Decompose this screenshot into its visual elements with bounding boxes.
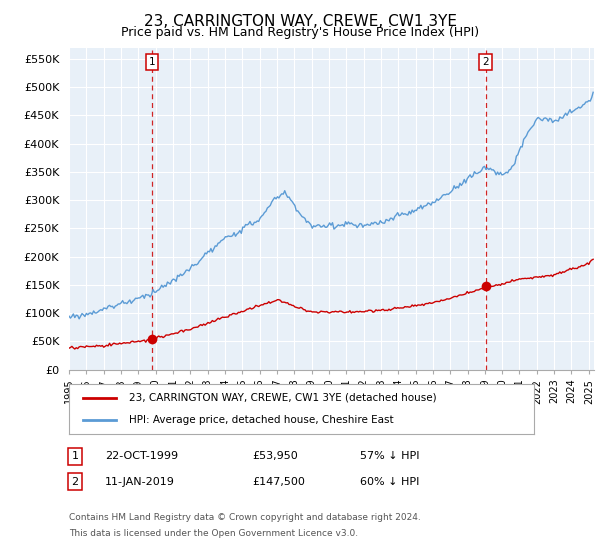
Text: £147,500: £147,500	[252, 477, 305, 487]
Text: HPI: Average price, detached house, Cheshire East: HPI: Average price, detached house, Ches…	[130, 415, 394, 425]
Text: 1: 1	[71, 451, 79, 461]
Text: 22-OCT-1999: 22-OCT-1999	[105, 451, 178, 461]
Text: 60% ↓ HPI: 60% ↓ HPI	[360, 477, 419, 487]
Text: Contains HM Land Registry data © Crown copyright and database right 2024.: Contains HM Land Registry data © Crown c…	[69, 514, 421, 522]
Text: 2: 2	[71, 477, 79, 487]
Text: 23, CARRINGTON WAY, CREWE, CW1 3YE (detached house): 23, CARRINGTON WAY, CREWE, CW1 3YE (deta…	[130, 393, 437, 403]
Text: This data is licensed under the Open Government Licence v3.0.: This data is licensed under the Open Gov…	[69, 529, 358, 538]
Text: £53,950: £53,950	[252, 451, 298, 461]
Text: 1: 1	[149, 57, 155, 67]
Text: Price paid vs. HM Land Registry's House Price Index (HPI): Price paid vs. HM Land Registry's House …	[121, 26, 479, 39]
Text: 23, CARRINGTON WAY, CREWE, CW1 3YE: 23, CARRINGTON WAY, CREWE, CW1 3YE	[143, 14, 457, 29]
Text: 57% ↓ HPI: 57% ↓ HPI	[360, 451, 419, 461]
Text: 2: 2	[482, 57, 489, 67]
Text: 11-JAN-2019: 11-JAN-2019	[105, 477, 175, 487]
